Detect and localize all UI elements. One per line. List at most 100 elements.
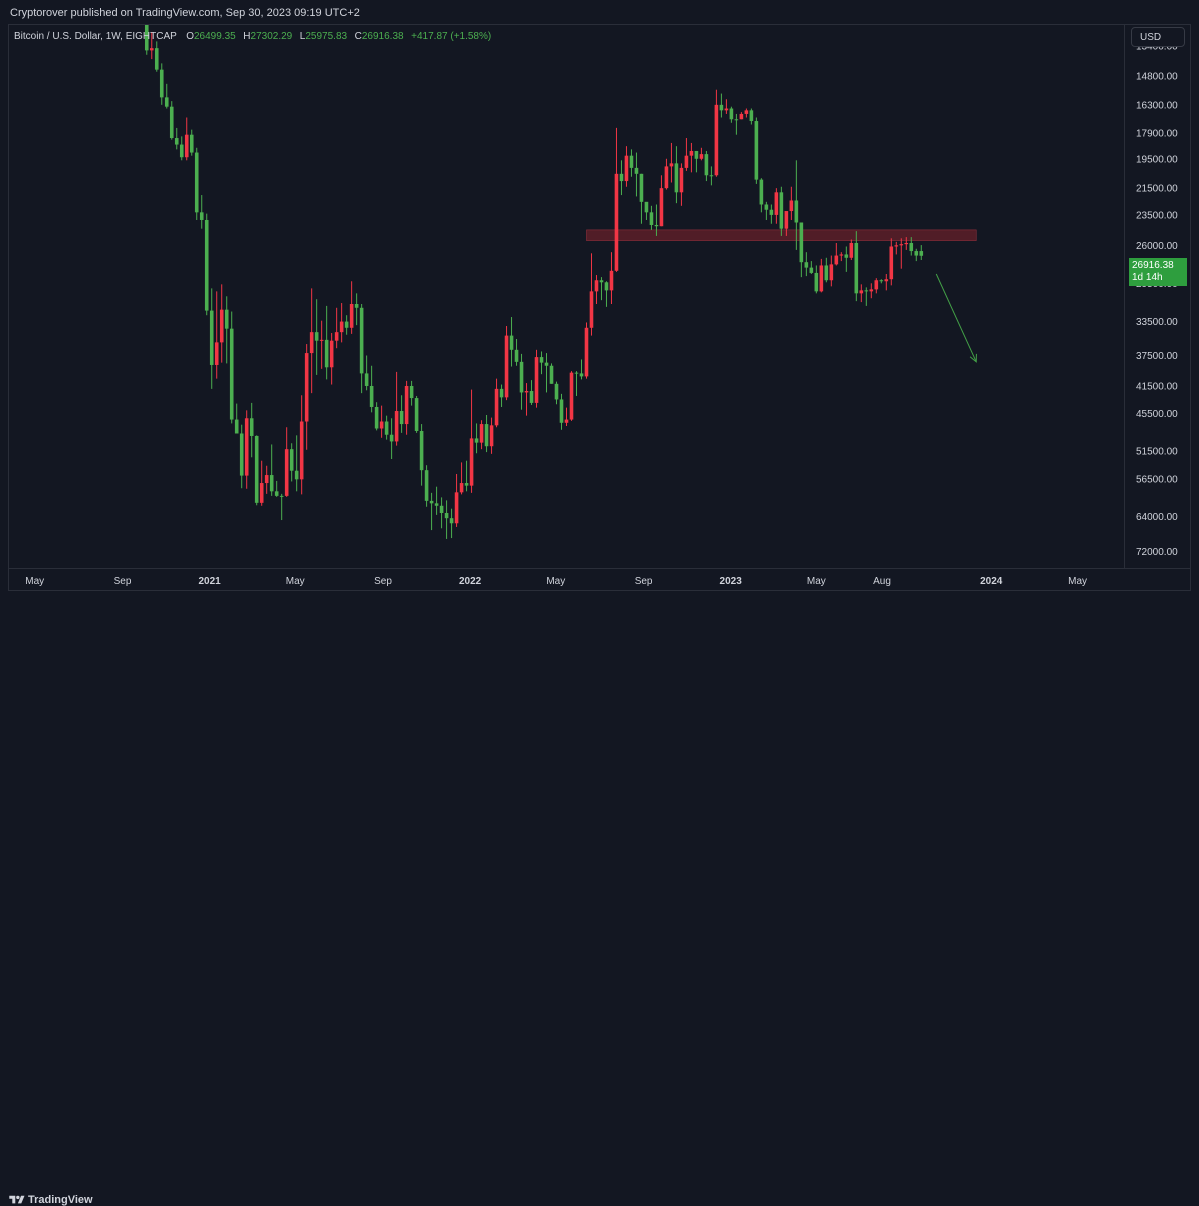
candle-body [324,339,329,368]
candle-body [759,179,764,205]
candle [579,359,584,380]
candle [469,389,474,493]
candle [519,353,524,410]
time-tick-label: 2021 [198,576,221,587]
candle [189,129,194,156]
candle-body [669,163,674,167]
price-scale[interactable] [1125,24,1191,569]
candle [704,150,709,182]
candle-body [784,211,789,229]
candle-body [644,201,649,213]
candle [869,283,874,299]
candle-body [364,373,369,386]
candle [604,281,609,307]
candle [854,231,859,302]
candle [154,41,159,72]
candle [824,257,829,283]
candle-body [140,3,144,18]
candle [739,112,744,120]
candle [599,277,604,301]
candle-body [659,188,664,227]
candle-body [829,264,834,281]
candle-body [444,512,449,519]
candle [314,299,319,375]
candle [284,427,289,497]
candle [819,258,824,293]
candle [384,415,389,440]
candle [654,204,659,236]
candle [724,99,729,114]
candle [454,473,459,527]
time-scale[interactable] [8,569,1125,591]
candle-body [824,265,829,281]
chart-pane[interactable] [8,24,1125,569]
candle-body [274,491,279,496]
candle-body [889,246,894,280]
candle [799,222,804,278]
candle-body [299,421,304,480]
candle [624,146,629,187]
candle [849,239,854,260]
candle-body [744,110,749,114]
candle [904,237,909,250]
tradingview-logo-text[interactable]: TradingView [28,1194,93,1206]
candle-body [439,505,444,513]
candle [304,344,309,450]
candle-body [264,475,269,484]
candle-body [914,251,919,256]
candle [294,435,299,492]
price-tick-label: 72000.00 [1136,547,1178,558]
candle-body [334,332,339,341]
candle [619,160,624,196]
candle [489,417,494,454]
tradingview-logo-icon[interactable] [9,1194,25,1206]
candle-body [524,391,529,393]
candle [140,0,144,25]
candle [784,211,789,236]
candle-body [214,342,219,365]
candle-body [694,150,699,159]
candle [839,252,844,262]
candle-body [919,251,924,256]
candle-body [135,0,139,3]
candle-body [859,290,864,294]
candle-body [834,255,839,265]
candle [714,89,719,177]
candle [329,333,334,385]
price-tick-labels: 13400.0014800.0016300.0017900.0019500.00… [1136,41,1178,558]
price-tick-label: 33500.00 [1136,317,1178,328]
candle [184,117,189,161]
candle [389,418,394,460]
candle-body [339,321,344,333]
candle-body [819,265,824,292]
candle-body [379,421,384,429]
candle [914,248,919,262]
candle [224,296,229,364]
candle [349,281,354,334]
candle-body [584,327,589,377]
candle-body [479,424,484,443]
candle [879,279,884,284]
candle-body [509,335,514,350]
candle [794,160,799,250]
candle-body [734,119,739,121]
candle [509,317,514,367]
candle [494,378,499,428]
candle [464,460,469,492]
candle [884,273,889,291]
candle-body [504,335,509,398]
candle [659,175,664,227]
candle-body [764,204,769,210]
candle-body [244,418,249,476]
currency-button[interactable]: USD [1131,27,1185,47]
candle [524,383,529,416]
candle-body [329,340,334,368]
candle-body [709,175,714,177]
candle [429,492,434,531]
candle [135,0,139,10]
candle [544,353,549,393]
candle [149,32,154,60]
candle-body [249,418,254,436]
candle-body [909,242,914,252]
candle [194,147,199,220]
